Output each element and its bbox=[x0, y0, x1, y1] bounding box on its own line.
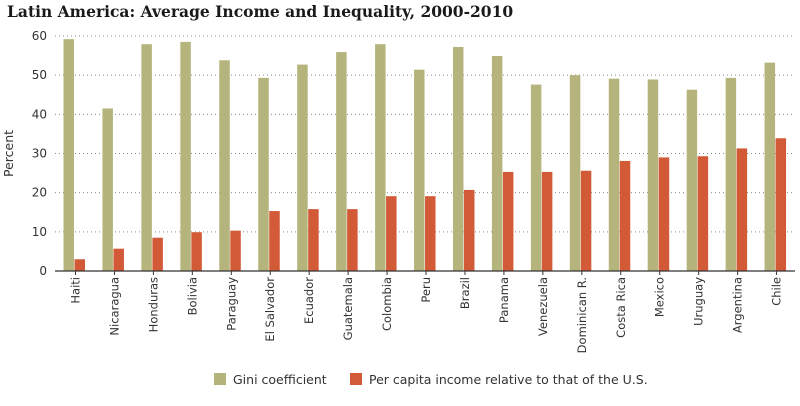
bar-income bbox=[502, 171, 514, 271]
bar-income bbox=[347, 209, 358, 271]
y-tick-label: 10 bbox=[32, 225, 47, 239]
category-label: Costa Rica bbox=[614, 277, 628, 338]
category-label: Uruguay bbox=[692, 277, 706, 326]
bar-gini bbox=[569, 75, 581, 271]
y-tick-label: 50 bbox=[32, 68, 47, 82]
bar-gini bbox=[63, 39, 74, 271]
category-label: Honduras bbox=[146, 277, 160, 332]
y-tick-label: 40 bbox=[32, 107, 47, 121]
bar-income bbox=[230, 230, 241, 271]
bar-income bbox=[113, 248, 124, 271]
y-tick-label: 60 bbox=[32, 29, 47, 43]
gridlines bbox=[55, 35, 795, 233]
category-label: Dominican R. bbox=[575, 277, 589, 353]
bars bbox=[63, 39, 787, 272]
y-tick-label: 30 bbox=[32, 147, 47, 161]
bar-income bbox=[541, 171, 553, 271]
bar-gini bbox=[375, 44, 386, 271]
category-label: Panama bbox=[497, 277, 511, 323]
category-label: Peru bbox=[419, 277, 433, 303]
category-label: Bolivia bbox=[185, 277, 199, 315]
bar-gini bbox=[725, 77, 737, 271]
y-tick-label: 0 bbox=[39, 264, 47, 278]
bar-income bbox=[658, 157, 670, 271]
bar-income bbox=[775, 138, 787, 271]
bar-gini bbox=[141, 44, 152, 271]
bar-gini bbox=[336, 52, 347, 272]
axes: 0 10 20 30 40 50 60 Haiti Nicaragua Honduras Boliv… bbox=[1, 29, 795, 353]
bar-income bbox=[463, 189, 475, 271]
bar-gini bbox=[180, 41, 191, 272]
bar-income bbox=[619, 160, 631, 271]
bar-gini bbox=[764, 62, 776, 271]
bar-gini bbox=[297, 64, 308, 271]
legend: Gini coefficient Per capita income relati… bbox=[214, 372, 648, 387]
bar-income bbox=[152, 237, 163, 271]
category-label: Guatemala bbox=[341, 277, 355, 340]
category-label: Mexico bbox=[653, 277, 667, 317]
bar-gini bbox=[608, 78, 620, 271]
bar-gini bbox=[530, 84, 542, 271]
bar-income bbox=[736, 148, 748, 271]
bar-gini bbox=[491, 55, 503, 272]
category-label: Paraguay bbox=[224, 277, 238, 331]
category-label: Argentina bbox=[731, 277, 745, 333]
category-label: El Salvador bbox=[263, 277, 277, 342]
category-label: Brazil bbox=[458, 277, 472, 309]
bar-gini bbox=[647, 79, 659, 271]
category-label: Venezuela bbox=[536, 277, 550, 336]
legend-label: Gini coefficient bbox=[233, 372, 327, 387]
bar-income bbox=[269, 211, 280, 271]
bar-gini bbox=[686, 89, 698, 271]
bar-income bbox=[308, 209, 319, 271]
bar-income bbox=[191, 232, 202, 271]
chart-title: Latin America: Average Income and Inequa… bbox=[7, 2, 514, 21]
bar-gini bbox=[414, 69, 425, 272]
bar-gini bbox=[219, 60, 230, 271]
bar-gini bbox=[452, 46, 464, 271]
legend-swatch-income bbox=[350, 373, 362, 385]
bar-gini bbox=[102, 108, 113, 272]
legend-label: Per capita income relative to that of th… bbox=[369, 372, 648, 387]
bar-income bbox=[425, 196, 436, 271]
category-label: Ecuador bbox=[302, 277, 316, 324]
category-label: Nicaragua bbox=[107, 277, 121, 336]
y-axis-title: Percent bbox=[1, 130, 16, 177]
category-label: Haiti bbox=[69, 277, 83, 304]
category-label: Chile bbox=[770, 277, 784, 306]
bar-income bbox=[74, 259, 85, 271]
category-label: Colombia bbox=[380, 277, 394, 331]
bar-income bbox=[697, 156, 709, 271]
legend-swatch-gini bbox=[214, 373, 226, 385]
bar-income bbox=[386, 196, 397, 271]
bar-income bbox=[580, 170, 592, 271]
bar-gini bbox=[258, 77, 269, 271]
y-tick-label: 20 bbox=[32, 186, 47, 200]
